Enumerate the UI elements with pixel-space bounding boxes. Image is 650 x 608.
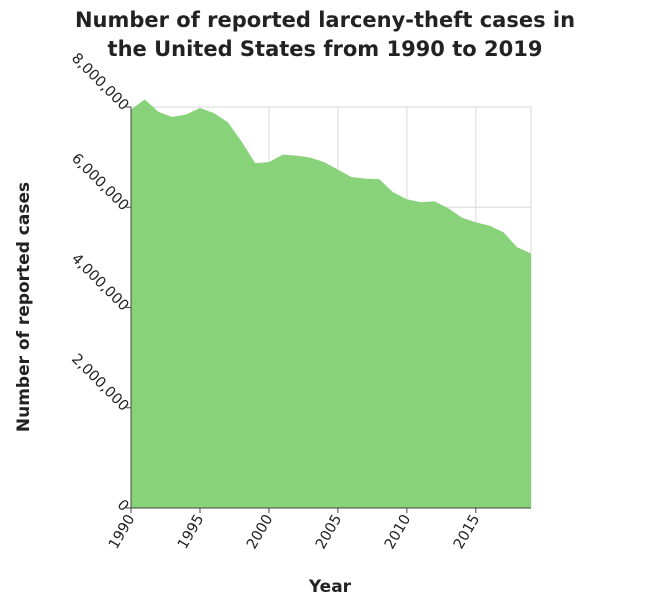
x-tick-label-1995: 1995 <box>175 512 207 552</box>
chart-title-line-2: the United States from 1990 to 2019 <box>107 37 543 61</box>
y-tick-label-3: 6,000,000 <box>68 151 131 214</box>
chart-title: Number of reported larceny-theft cases i… <box>0 6 650 64</box>
x-tick-label-2000: 2000 <box>244 512 276 552</box>
x-tick-label-1990: 1990 <box>106 512 138 552</box>
x-tick-label-2010: 2010 <box>382 512 414 552</box>
y-tick-label-4: 8,000,000 <box>68 50 131 113</box>
x-axis-title: Year <box>308 577 352 597</box>
y-axis-title: Number of reported cases <box>14 182 34 432</box>
area-fill <box>131 99 531 508</box>
y-tick-label-0: 0 <box>114 497 132 515</box>
y-tick-label-1: 2,000,000 <box>68 351 131 414</box>
chart-title-line-1: Number of reported larceny-theft cases i… <box>74 8 576 32</box>
x-tick-label-2005: 2005 <box>313 512 345 552</box>
x-tick-label-2015: 2015 <box>451 512 483 552</box>
axes <box>126 106 531 513</box>
area-series <box>131 99 531 508</box>
y-tick-label-2: 4,000,000 <box>68 251 131 314</box>
